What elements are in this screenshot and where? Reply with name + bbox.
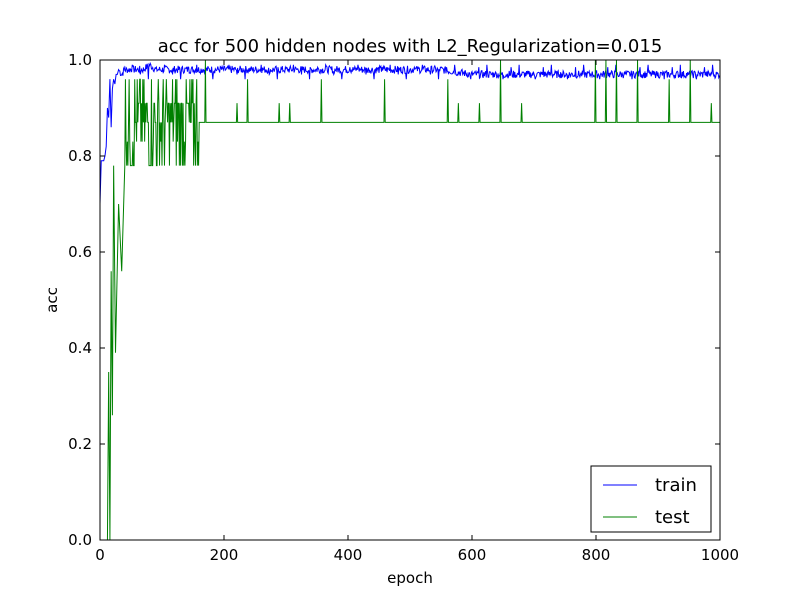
legend-label-train: train bbox=[655, 475, 697, 496]
legend-label-test: test bbox=[655, 507, 690, 528]
x-tick-label: 600 bbox=[458, 546, 487, 564]
axes-frame bbox=[99, 59, 721, 541]
y-tick-label: 0.2 bbox=[68, 435, 92, 453]
legend-box bbox=[590, 465, 712, 533]
chart-title: acc for 500 hidden nodes with L2_Regular… bbox=[158, 36, 663, 57]
y-tick-label: 0.6 bbox=[68, 243, 92, 261]
y-tick-label: 0.4 bbox=[68, 339, 92, 357]
y-tick-label: 0.8 bbox=[68, 147, 92, 165]
series-group bbox=[100, 59, 720, 541]
legend: train test bbox=[590, 465, 712, 533]
y-axis-label: acc bbox=[43, 287, 61, 313]
series-line-test bbox=[100, 59, 720, 541]
x-tick-label: 0 bbox=[95, 546, 105, 564]
x-tick-label: 1000 bbox=[701, 546, 739, 564]
y-tick-label: 1.0 bbox=[68, 51, 92, 69]
x-tick-label: 400 bbox=[334, 546, 363, 564]
x-axis-label: epoch bbox=[387, 569, 433, 587]
x-tick-label: 800 bbox=[582, 546, 611, 564]
x-tick-label: 200 bbox=[210, 546, 239, 564]
plot-area: 0 200 400 600 800 1000 0.0 0.2 0.4 0.6 0.8 1.0 train… bbox=[68, 51, 739, 564]
y-tick-label: 0.0 bbox=[68, 531, 92, 549]
